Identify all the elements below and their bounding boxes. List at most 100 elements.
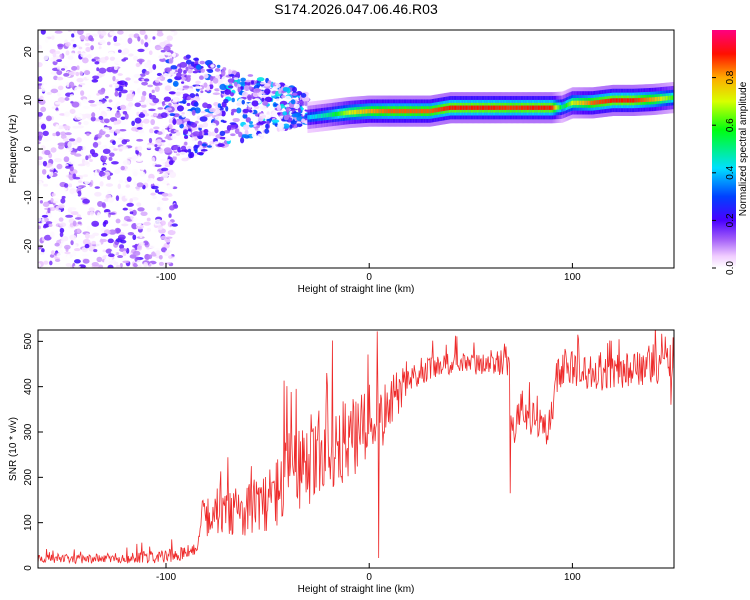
heatmap-signal-cell — [281, 95, 286, 99]
heatmap-noise-cell — [102, 127, 110, 132]
heatmap-signal-cell — [168, 118, 173, 124]
heatmap-ridge-cell — [464, 105, 467, 110]
heatmap-ridge-cell — [532, 105, 535, 110]
x-tick-label: 0 — [366, 572, 372, 583]
heatmap-noise-cell — [115, 195, 120, 202]
heatmap-signal-cell — [224, 89, 232, 95]
heatmap-noise-cell — [50, 88, 59, 94]
heatmap-noise-cell — [155, 139, 163, 146]
heatmap-noise-cell — [53, 228, 60, 234]
heatmap-noise-cell — [48, 170, 54, 177]
heatmap-noise-cell — [53, 220, 59, 224]
heatmap-noise-cell — [65, 41, 71, 47]
heatmap-ridge-cell — [344, 110, 346, 116]
heatmap-noise-cell — [80, 149, 84, 156]
heatmap-noise-cell — [65, 262, 72, 267]
heatmap-ridge-cell — [620, 98, 623, 103]
heatmap-noise-cell — [150, 178, 154, 185]
heatmap-noise-cell — [89, 211, 94, 216]
heatmap-ridge-cell — [559, 105, 562, 110]
heatmap-noise-cell — [120, 119, 127, 126]
heatmap-noise-cell — [57, 85, 64, 91]
heatmap-noise-cell — [109, 101, 116, 109]
heatmap-noise-cell — [126, 219, 132, 222]
heatmap-ridge-cell — [346, 110, 349, 115]
heatmap-noise-cell — [49, 231, 55, 238]
heatmap-ridge-cell — [651, 97, 654, 102]
heatmap-ridge-cell — [558, 105, 561, 110]
heatmap-noise-cell — [149, 245, 156, 249]
heatmap-noise-cell — [56, 252, 64, 258]
heatmap-noise-cell — [140, 95, 146, 102]
heatmap-noise-cell — [98, 46, 102, 50]
y-tick-label: 500 — [23, 333, 34, 350]
heatmap-noise-cell — [146, 217, 151, 222]
heatmap-noise-cell — [136, 182, 144, 188]
heatmap-noise-cell — [88, 207, 95, 212]
heatmap-ridge-cell — [329, 112, 332, 117]
heatmap-noise-cell — [63, 72, 70, 77]
heatmap-noise-cell — [86, 132, 90, 137]
x-tick-label: 100 — [564, 572, 581, 583]
heatmap-noise-cell — [140, 39, 144, 45]
heatmap-noise-cell — [154, 164, 162, 168]
heatmap-signal-cell — [186, 102, 191, 107]
heatmap-signal-cell — [262, 100, 269, 106]
heatmap-noise-cell — [167, 229, 176, 236]
heatmap-signal-cell — [259, 133, 264, 137]
heatmap-noise-cell — [96, 138, 102, 142]
heatmap-noise-cell — [97, 212, 101, 218]
heatmap-noise-cell — [81, 253, 89, 257]
heatmap-signal-cell — [236, 107, 242, 114]
heatmap-ridge-cell — [334, 112, 337, 117]
heatmap-noise-cell — [121, 51, 127, 56]
heatmap-noise-cell — [131, 120, 135, 126]
heatmap-noise-cell — [167, 143, 173, 147]
heatmap-x-axis: -100 0 100 — [156, 263, 581, 283]
heatmap-ridge-cell — [446, 106, 449, 111]
heatmap-ridge-cell — [492, 105, 495, 110]
heatmap-ridge-cell — [462, 105, 465, 110]
heatmap-ridge-cell — [561, 105, 563, 110]
heatmap-noise-cell — [134, 102, 141, 108]
heatmap-ridge-cell — [552, 105, 555, 110]
heatmap-noise-cell — [99, 181, 104, 187]
heatmap-noise-cell — [94, 61, 100, 65]
heatmap-ridge-cell — [356, 109, 359, 115]
heatmap-noise-cell — [74, 259, 81, 264]
heatmap-noise-cell — [155, 79, 160, 83]
heatmap-ridge-cell — [525, 105, 528, 110]
heatmap-noise-cell — [38, 111, 43, 117]
heatmap-ridge-cell — [326, 112, 329, 118]
heatmap-noise-cell — [95, 241, 102, 248]
heatmap-noise-cell — [115, 218, 121, 224]
colorbar-tick-label: 0.0 — [725, 261, 736, 275]
heatmap-noise-cell — [43, 139, 49, 142]
heatmap-noise-cell — [76, 44, 80, 48]
heatmap-signal-cell — [171, 52, 176, 58]
heatmap-signal-cell — [282, 123, 290, 129]
heatmap-signal-cell — [182, 129, 189, 135]
heatmap-noise-cell — [133, 55, 138, 61]
heatmap-signal-cell — [261, 97, 265, 102]
heatmap-noise-cell — [103, 219, 109, 225]
heatmap-noise-cell — [148, 50, 153, 56]
heatmap-noise-cell — [39, 200, 43, 204]
heatmap-ridge-cell — [401, 108, 404, 114]
heatmap-ridge-cell — [325, 113, 328, 118]
heatmap-noise-cell — [76, 228, 81, 234]
heatmap-noise-cell — [66, 255, 71, 260]
heatmap-noise-cell — [101, 110, 106, 114]
heatmap-signal-cell — [203, 82, 208, 88]
heatmap-ridge-cell — [581, 100, 584, 106]
heatmap-signal-cell — [220, 110, 226, 117]
heatmap-noise-cell — [94, 191, 102, 197]
y-tick-label: -20 — [23, 238, 34, 253]
heatmap-ridge-cell — [642, 97, 645, 103]
heatmap-signal-cell — [172, 97, 179, 102]
heatmap-ridge-cell — [617, 98, 620, 103]
colorbar-tick-label: 0.6 — [725, 118, 736, 132]
heatmap-ridge-cell — [423, 108, 426, 114]
heatmap-noise-cell — [40, 106, 47, 113]
heatmap-ridge-cell — [468, 105, 471, 110]
